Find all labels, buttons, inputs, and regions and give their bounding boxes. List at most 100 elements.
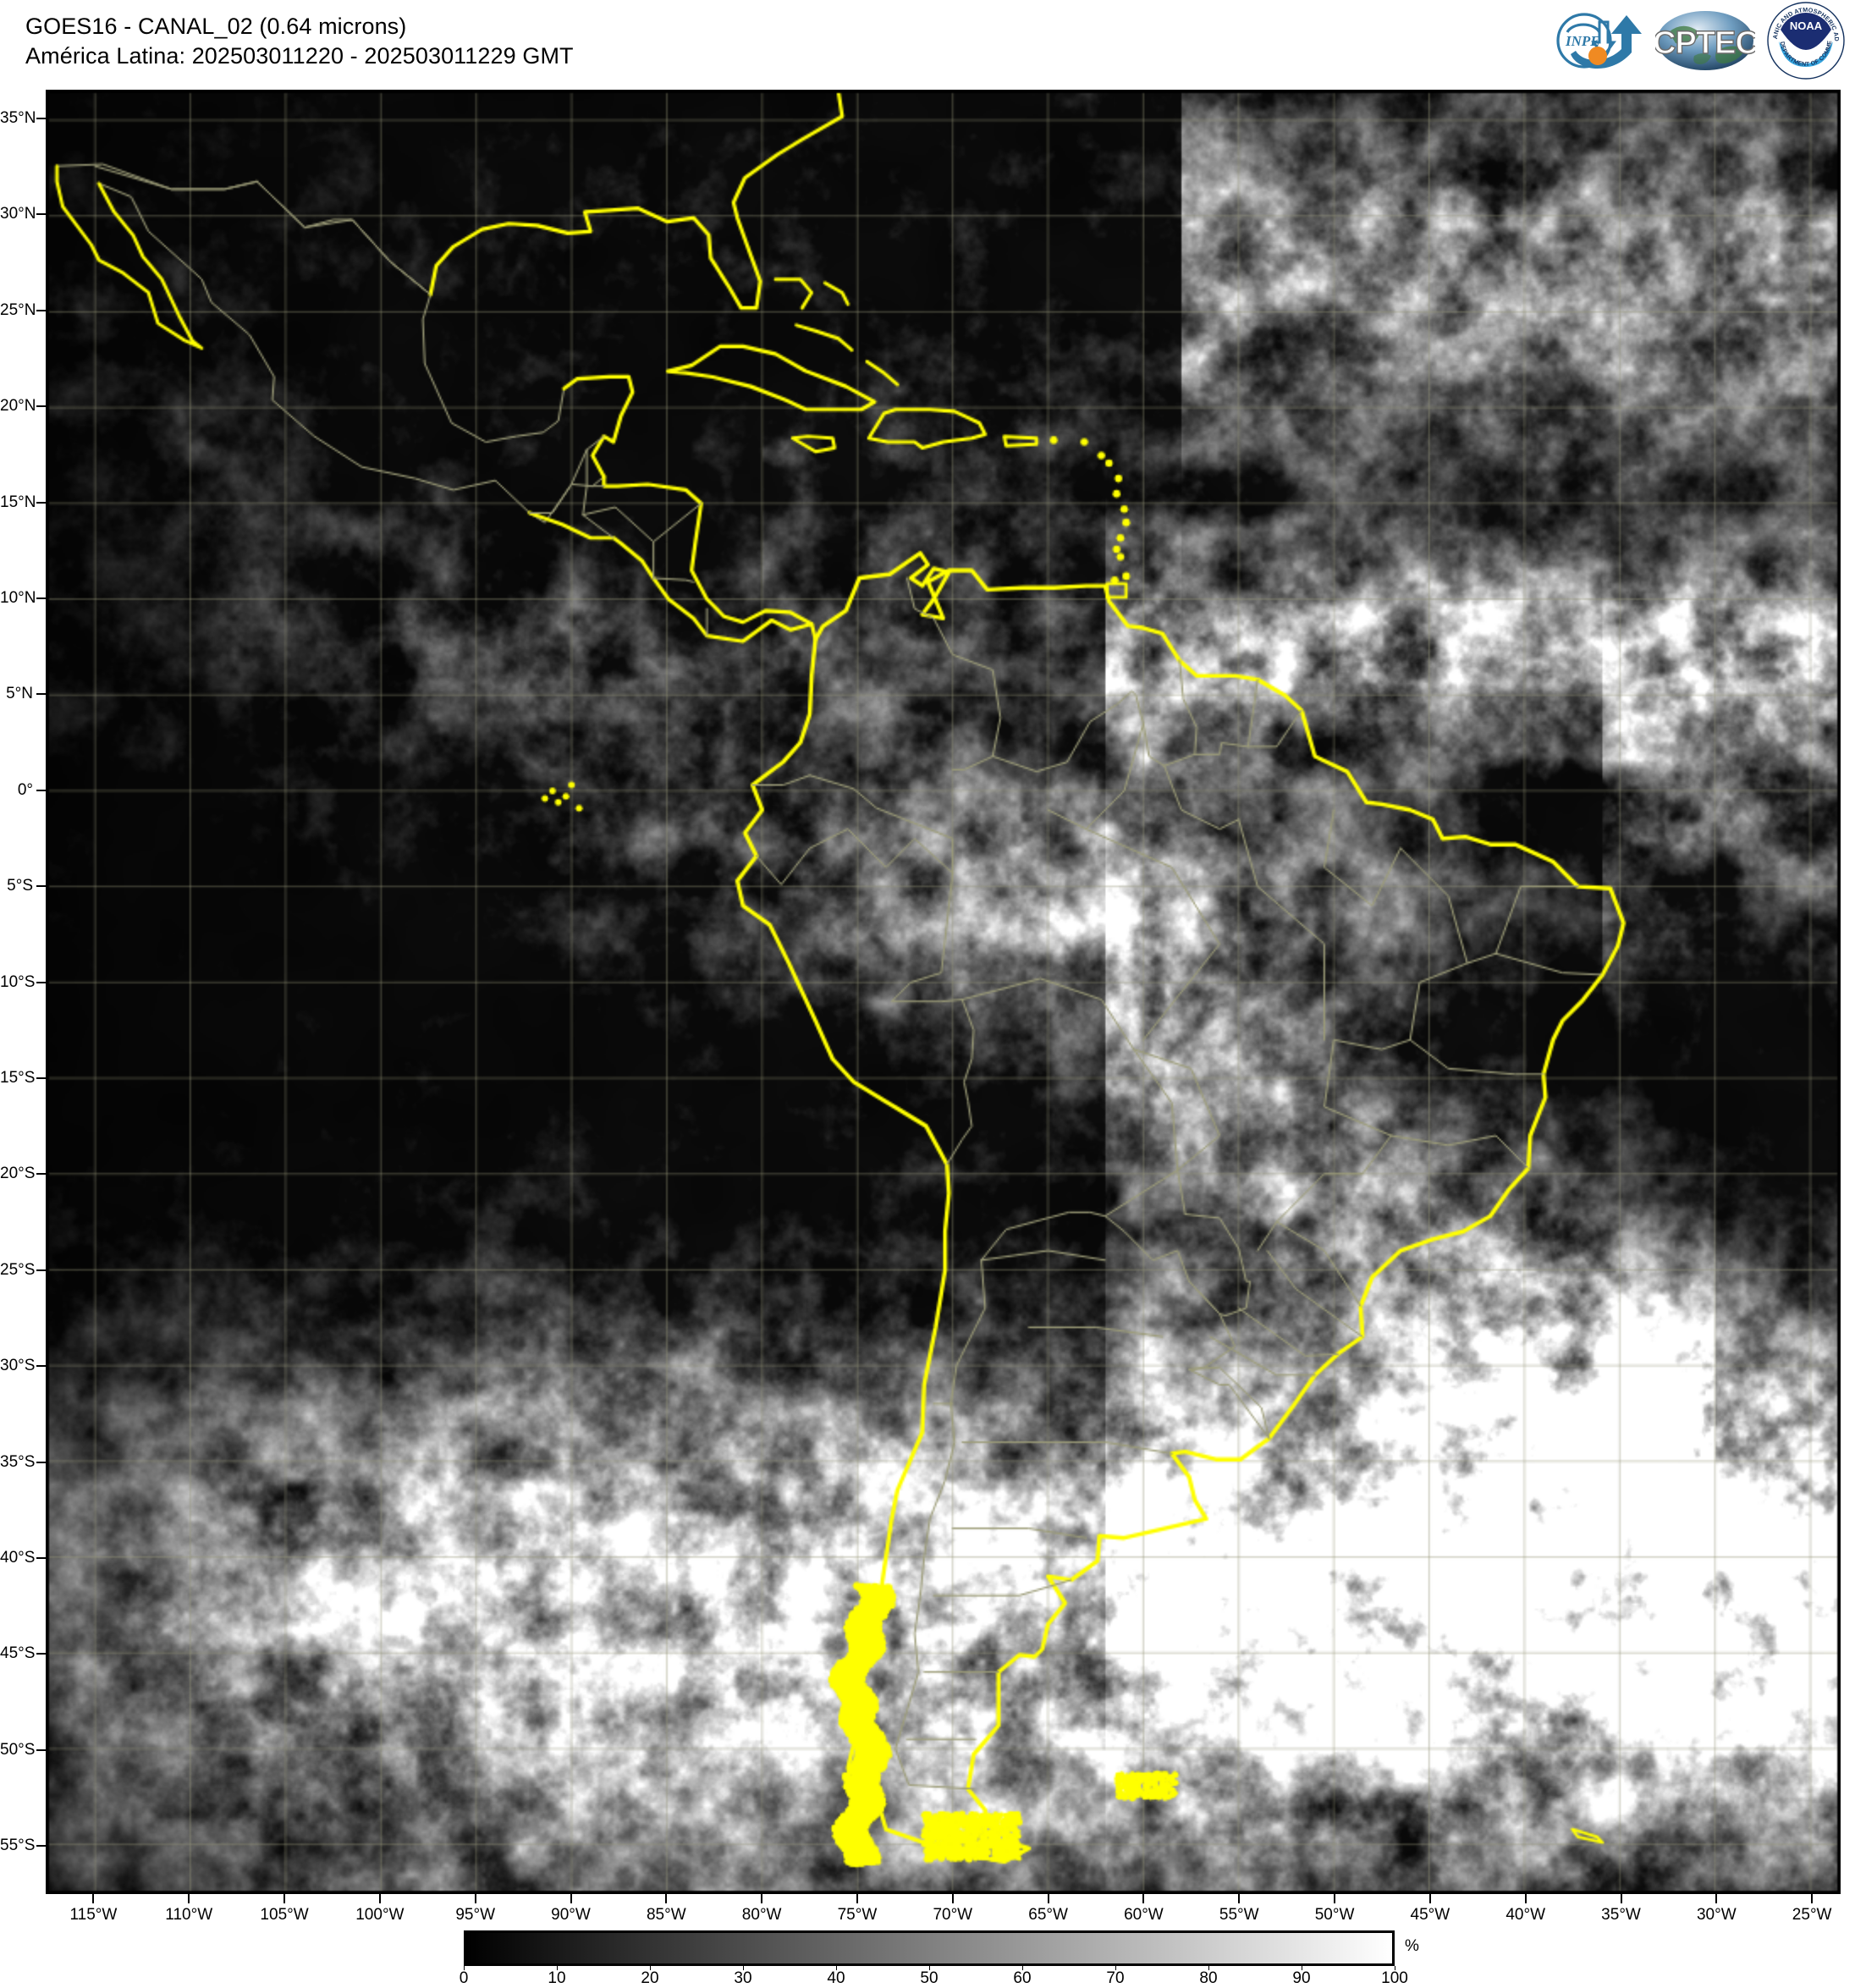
colorbar-group: % 0 10 20 30 40 50 60 70 80 90 100 bbox=[460, 1930, 1419, 1987]
x-axis-label: 35°W bbox=[1601, 1906, 1641, 1924]
colorbar-tick bbox=[1115, 1966, 1116, 1970]
logo-group: INPE CPTEC bbox=[1550, 0, 1845, 80]
x-axis-label: 95°W bbox=[455, 1906, 496, 1924]
y-axis-tick bbox=[36, 1845, 46, 1848]
x-axis-tick bbox=[1811, 1894, 1814, 1903]
x-axis-tick bbox=[92, 1894, 95, 1903]
x-axis-tick bbox=[1620, 1894, 1622, 1903]
x-axis-tick bbox=[1238, 1894, 1241, 1903]
svg-text:CPTEC: CPTEC bbox=[1655, 25, 1755, 61]
x-axis-tick bbox=[1142, 1894, 1145, 1903]
title-line-product: GOES16 - CANAL_02 (0.64 microns) bbox=[25, 14, 407, 39]
y-axis-label: 25°N bbox=[0, 300, 36, 319]
inpe-logo: INPE bbox=[1550, 3, 1643, 78]
colorbar-tick-label: 20 bbox=[641, 1969, 659, 1987]
y-axis-tick bbox=[36, 885, 46, 888]
y-axis-label: 5°S bbox=[7, 877, 33, 895]
y-axis-label: 40°S bbox=[0, 1549, 36, 1567]
y-axis-label: 35°S bbox=[0, 1452, 36, 1471]
y-axis-tick bbox=[36, 1461, 46, 1463]
x-axis-tick bbox=[665, 1894, 668, 1903]
colorbar-tick bbox=[650, 1966, 651, 1970]
colorbar-tick-label: 50 bbox=[920, 1969, 939, 1987]
colorbar-tick bbox=[557, 1966, 558, 1970]
y-axis-tick bbox=[36, 1557, 46, 1560]
x-axis-tick bbox=[188, 1894, 190, 1903]
y-axis-label: 25°S bbox=[0, 1260, 36, 1279]
colorbar-tick-label: 10 bbox=[548, 1969, 566, 1987]
colorbar-unit-label: % bbox=[1405, 1937, 1419, 1955]
y-axis-tick bbox=[36, 981, 46, 983]
x-axis-label: 55°W bbox=[1219, 1906, 1259, 1924]
x-axis-tick bbox=[856, 1894, 858, 1903]
colorbar-tick bbox=[1208, 1966, 1209, 1970]
x-axis-label: 45°W bbox=[1410, 1906, 1450, 1924]
y-axis-tick bbox=[36, 1365, 46, 1368]
y-axis-label: 30°S bbox=[0, 1357, 36, 1375]
colorbar-tick bbox=[1022, 1966, 1023, 1970]
colorbar-gradient bbox=[464, 1930, 1395, 1966]
y-axis-label: 55°S bbox=[0, 1837, 36, 1855]
x-axis-tick bbox=[761, 1894, 763, 1903]
y-axis-tick bbox=[36, 213, 46, 216]
colorbar-tick-label: 70 bbox=[1106, 1969, 1125, 1987]
y-axis-tick bbox=[36, 118, 46, 120]
y-axis-tick bbox=[36, 309, 46, 311]
colorbar-tick-label: 90 bbox=[1292, 1969, 1311, 1987]
x-axis-label: 65°W bbox=[1028, 1906, 1068, 1924]
y-axis-label: 45°S bbox=[0, 1644, 36, 1663]
x-axis-tick bbox=[1715, 1894, 1718, 1903]
noaa-logo: NATIONAL OCEANIC AND ATMOSPHERIC ADMINIS… bbox=[1764, 0, 1845, 80]
x-axis-tick bbox=[1047, 1894, 1049, 1903]
x-axis-label: 115°W bbox=[69, 1906, 118, 1924]
y-axis-tick bbox=[36, 1077, 46, 1080]
y-axis-tick bbox=[36, 598, 46, 600]
satellite-image-panel[interactable] bbox=[46, 90, 1841, 1894]
colorbar-tick-label: 100 bbox=[1381, 1969, 1408, 1987]
x-axis-label: 110°W bbox=[165, 1906, 213, 1924]
y-axis-tick bbox=[36, 693, 46, 696]
y-axis-tick bbox=[36, 789, 46, 791]
svg-text:NOAA: NOAA bbox=[1790, 19, 1823, 32]
x-axis-label: 60°W bbox=[1124, 1906, 1164, 1924]
satellite-imagery-canvas[interactable] bbox=[47, 91, 1839, 1892]
x-axis-label: 40°W bbox=[1505, 1906, 1546, 1924]
y-axis-label: 10°S bbox=[0, 972, 36, 991]
x-axis-label: 80°W bbox=[741, 1906, 782, 1924]
y-axis-label: 0° bbox=[17, 780, 33, 799]
x-axis-tick bbox=[1524, 1894, 1527, 1903]
y-axis-tick bbox=[36, 1269, 46, 1271]
x-axis-tick bbox=[1334, 1894, 1336, 1903]
x-axis-tick bbox=[570, 1894, 572, 1903]
y-axis-tick bbox=[36, 1173, 46, 1176]
colorbar-tick-label: 0 bbox=[459, 1969, 469, 1987]
y-axis-label: 20°N bbox=[0, 397, 36, 416]
colorbar-tick-label: 60 bbox=[1013, 1969, 1032, 1987]
title-line-region-time: América Latina: 202503011220 - 202503011… bbox=[25, 43, 574, 69]
colorbar-tick-label: 80 bbox=[1199, 1969, 1218, 1987]
y-axis-tick bbox=[36, 405, 46, 408]
x-axis-label: 30°W bbox=[1696, 1906, 1737, 1924]
y-axis-label: 35°N bbox=[0, 109, 36, 128]
x-axis-label: 25°W bbox=[1792, 1906, 1832, 1924]
x-axis-label: 75°W bbox=[837, 1906, 878, 1924]
x-axis-tick bbox=[1428, 1894, 1431, 1903]
x-axis-label: 70°W bbox=[933, 1906, 973, 1924]
x-axis-tick bbox=[283, 1894, 286, 1903]
y-axis-label: 15°N bbox=[0, 493, 36, 511]
y-axis-label: 5°N bbox=[6, 685, 33, 703]
y-axis-label: 30°N bbox=[0, 205, 36, 223]
y-axis-label: 50°S bbox=[0, 1740, 36, 1759]
header-bar: GOES16 - CANAL_02 (0.64 microns) América… bbox=[0, 0, 1855, 90]
colorbar-tick bbox=[464, 1966, 465, 1970]
colorbar-tick bbox=[929, 1966, 930, 1970]
y-axis-label: 20°S bbox=[0, 1165, 36, 1183]
y-axis-label: 15°S bbox=[0, 1069, 36, 1088]
x-axis-tick bbox=[951, 1894, 954, 1903]
colorbar-tick bbox=[836, 1966, 837, 1970]
cptec-logo: CPTEC bbox=[1652, 7, 1759, 74]
title-block: GOES16 - CANAL_02 (0.64 microns) América… bbox=[25, 12, 574, 71]
x-axis-label: 100°W bbox=[355, 1906, 405, 1924]
y-axis-tick bbox=[36, 501, 46, 504]
x-axis-label: 105°W bbox=[260, 1906, 309, 1924]
